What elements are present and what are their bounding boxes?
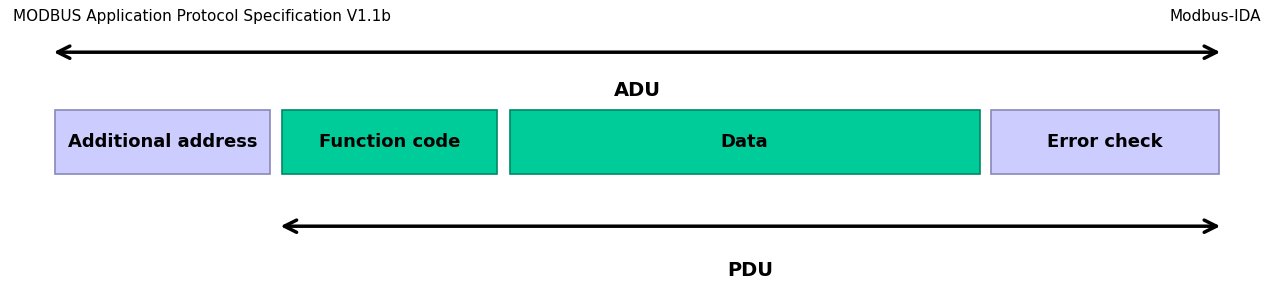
Bar [282, 110, 497, 174]
Text: MODBUS Application Protocol Specification V1.1b: MODBUS Application Protocol Specificatio… [13, 9, 391, 24]
Text: Additional address: Additional address [68, 133, 257, 151]
Text: Modbus-IDA: Modbus-IDA [1170, 9, 1261, 24]
Text: Error check: Error check [1047, 133, 1163, 151]
Text: Function code: Function code [318, 133, 460, 151]
Bar [55, 110, 270, 174]
Bar [510, 110, 980, 174]
Text: ADU: ADU [614, 81, 660, 100]
Text: Data: Data [721, 133, 768, 151]
Text: PDU: PDU [727, 261, 773, 280]
Bar [991, 110, 1219, 174]
